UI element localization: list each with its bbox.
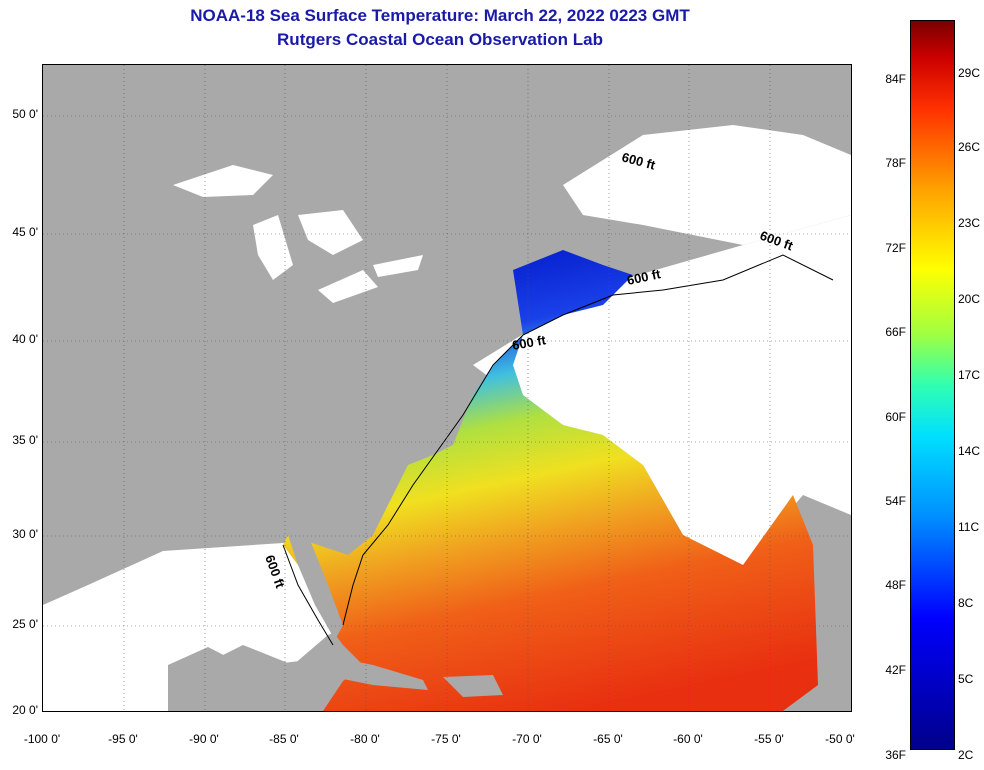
gulf-of-mexico <box>43 543 353 711</box>
colorbar-fahrenheit-label: 84F <box>885 72 906 86</box>
contour-label: 600 ft <box>626 266 663 288</box>
map-subtitle: Rutgers Coastal Ocean Observation Lab <box>277 30 603 49</box>
lat-tick-label: 50 0' <box>12 107 38 121</box>
yucatan-land <box>168 647 243 711</box>
sst-field <box>283 250 818 711</box>
lon-tick-label: -65 0' <box>593 732 623 746</box>
florida-land <box>288 535 343 640</box>
colorbar-celsius-label: 2C <box>958 748 974 762</box>
depth-contour-600ft <box>282 254 834 646</box>
colorbar-celsius-label: 20C <box>958 292 981 306</box>
lon-tick-label: -75 0' <box>431 732 461 746</box>
colorbar-fahrenheit-label: 48F <box>885 578 906 592</box>
colorbar-celsius-label: 23C <box>958 216 981 230</box>
atlantic-nodata <box>473 215 851 565</box>
sst-map-graphic: 600 ft 600 ft 600 ft 600 ft 600 ft <box>43 65 851 711</box>
contour-label: 600 ft <box>511 332 548 353</box>
lon-tick-label: -85 0' <box>269 732 299 746</box>
lake-michigan <box>253 215 293 280</box>
hispaniola-land <box>443 675 503 697</box>
lake-superior <box>173 165 273 197</box>
lat-tick-label: 30 0' <box>12 527 38 541</box>
lake-ontario <box>373 255 423 277</box>
lat-tick-label: 35 0' <box>12 433 38 447</box>
lon-tick-label: -60 0' <box>673 732 703 746</box>
colorbar-fahrenheit-label: 60F <box>885 410 906 424</box>
lon-tick-label: -70 0' <box>512 732 542 746</box>
colorbar-fahrenheit-label: 54F <box>885 494 906 508</box>
cuba-land <box>283 657 428 690</box>
colorbar-celsius-label: 29C <box>958 66 981 80</box>
lon-tick-label: -100 0' <box>23 732 61 746</box>
lake-huron <box>298 210 363 255</box>
lat-tick-label: 45 0' <box>12 225 38 239</box>
lon-tick-label: -90 0' <box>189 732 219 746</box>
colorbar-celsius-label: 8C <box>958 596 974 610</box>
lake-erie <box>318 270 378 303</box>
colorbar-fahrenheit-label: 42F <box>885 663 906 677</box>
graticule <box>43 65 851 711</box>
map-title: NOAA-18 Sea Surface Temperature: March 2… <box>190 6 690 25</box>
colorbar-fahrenheit-label: 78F <box>885 156 906 170</box>
colorbar-fahrenheit-label: 72F <box>885 241 906 255</box>
colorbar-celsius-label: 26C <box>958 140 981 154</box>
lon-tick-label: -55 0' <box>754 732 784 746</box>
colorbar-celsius-label: 11C <box>958 520 980 534</box>
colorbar-celsius-label: 14C <box>958 444 981 458</box>
lon-tick-label: -95 0' <box>108 732 138 746</box>
lon-tick-label: -80 0' <box>350 732 380 746</box>
colorbar-celsius-label: 17C <box>958 368 981 382</box>
colorbar-fahrenheit-label: 66F <box>885 325 906 339</box>
temperature-colorbar <box>910 20 955 750</box>
colorbar-fahrenheit-label: 36F <box>885 748 906 762</box>
lat-tick-label: 40 0' <box>12 332 38 346</box>
st-lawrence-water <box>563 125 851 245</box>
lon-tick-label: -50 0' <box>825 732 855 746</box>
colorbar-celsius-label: 5C <box>958 672 974 686</box>
sst-map: 600 ft 600 ft 600 ft 600 ft 600 ft <box>42 64 852 712</box>
lat-tick-label: 25 0' <box>12 617 38 631</box>
lat-tick-label: 20 0' <box>12 703 38 717</box>
